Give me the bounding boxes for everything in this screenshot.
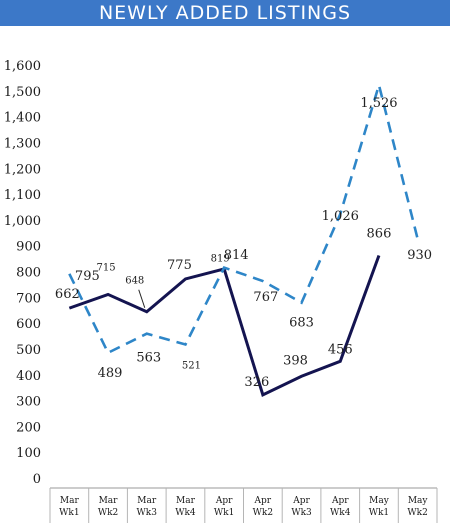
data-label: 648	[125, 276, 144, 287]
data-label: 521	[182, 361, 201, 372]
y-tick-label: 0	[33, 472, 41, 487]
y-tick-label: 1,300	[4, 136, 41, 151]
x-tick-label: Mar Wk1	[59, 496, 79, 518]
data-label: 398	[283, 353, 308, 368]
y-tick-label: 1,500	[4, 85, 41, 100]
data-label: 775	[167, 258, 192, 273]
y-tick-label: 1,600	[4, 59, 41, 74]
data-label: 767	[253, 290, 278, 305]
y-tick-label: 800	[16, 266, 41, 281]
data-label: 563	[136, 351, 161, 366]
y-tick-label: 300	[16, 395, 41, 410]
data-label: 795	[75, 269, 100, 284]
data-label: 1,026	[322, 209, 359, 224]
x-tick-label: May Wk1	[369, 496, 390, 518]
x-tick-label: Mar Wk2	[98, 496, 118, 518]
data-label: 683	[289, 316, 314, 331]
y-tick-label: 400	[16, 369, 41, 384]
x-tick-label: Mar Wk4	[175, 496, 196, 518]
y-tick-label: 900	[16, 240, 41, 255]
y-tick-label: 1,400	[4, 111, 41, 126]
series-line-dashed	[68, 80, 419, 355]
y-tick-label: 1,200	[4, 162, 41, 177]
data-label: 1,526	[360, 96, 397, 111]
data-label: 930	[407, 248, 432, 263]
data-label: 814	[224, 248, 249, 263]
x-tick-label: Mar Wk3	[137, 496, 158, 518]
data-label: 715	[97, 262, 116, 273]
y-tick-label: 1,100	[4, 188, 41, 203]
x-tick-label: May Wk2	[407, 496, 428, 518]
x-tick-label: Apr Wk4	[330, 496, 351, 518]
data-label: 456	[328, 342, 353, 357]
x-tick-label: Apr Wk2	[253, 496, 273, 518]
x-tick-label: Apr Wk1	[214, 496, 234, 518]
chart-title: NEWLY ADDED LISTINGS	[0, 0, 450, 26]
x-tick-label: Apr Wk3	[291, 496, 312, 518]
y-tick-label: 1,000	[4, 214, 41, 229]
data-label: 866	[367, 226, 392, 241]
data-label: 489	[98, 366, 123, 381]
y-tick-label: 600	[16, 317, 41, 332]
y-tick-label: 100	[16, 446, 41, 461]
data-label: 326	[244, 375, 269, 390]
y-tick-label: 500	[16, 343, 41, 358]
y-tick-label: 200	[16, 420, 41, 435]
y-tick-label: 700	[16, 291, 41, 306]
data-label: 662	[55, 287, 80, 302]
leader-line	[138, 289, 146, 308]
data-label: 819	[211, 254, 230, 265]
